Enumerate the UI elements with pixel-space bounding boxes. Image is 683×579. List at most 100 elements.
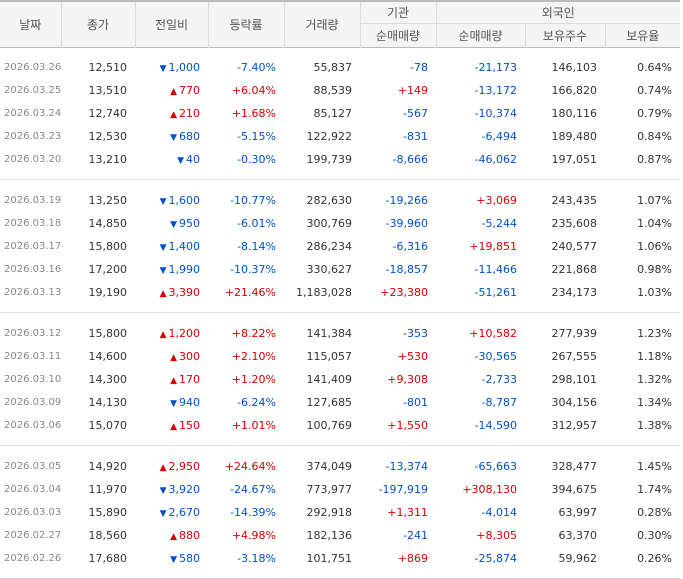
header-volume: 거래량: [283, 1, 360, 48]
close-cell: 14,850: [88, 217, 128, 230]
rate-cell: +8.22%: [231, 327, 276, 340]
ownership-cell: 0.30%: [637, 529, 673, 542]
holdings-cell: 189,480: [551, 130, 598, 143]
foreign-net-cell: -30,565: [474, 350, 517, 363]
group-divider: [0, 445, 681, 447]
ownership-cell: 1.03%: [637, 286, 673, 299]
change-cell: ▲ 880: [135, 524, 208, 547]
inst-net-cell: -241: [403, 529, 428, 542]
close-cell: 14,920: [88, 460, 128, 473]
volume-cell: 773,977: [306, 483, 353, 496]
header-ownership: 보유율: [604, 23, 681, 48]
header-holdings: 보유주수: [524, 23, 605, 48]
holdings-cell: 59,962: [558, 552, 598, 565]
volume-cell: 127,685: [306, 396, 353, 409]
close-cell: 13,250: [88, 194, 128, 207]
volume-cell: 300,769: [306, 217, 353, 230]
change-cell: ▲ 2,950: [135, 455, 208, 478]
inst-net-cell: -13,374: [385, 460, 428, 473]
change-cell: ▲ 1,200: [135, 322, 208, 345]
holdings-cell: 277,939: [551, 327, 598, 340]
change-cell: ▼ 580: [135, 547, 208, 570]
down-arrow-icon: ▼: [159, 486, 167, 496]
change-cell: ▲ 300: [135, 345, 208, 368]
date-cell: 2026.03.26: [4, 62, 62, 73]
inst-net-cell: -18,857: [385, 263, 428, 276]
ownership-cell: 0.87%: [637, 153, 673, 166]
close-cell: 14,130: [88, 396, 128, 409]
change-cell: ▼ 3,920: [135, 478, 208, 501]
down-arrow-icon: ▼: [159, 266, 167, 276]
up-arrow-icon: ▲: [170, 110, 177, 120]
close-cell: 15,800: [88, 240, 128, 253]
change-cell: ▼ 940: [135, 391, 208, 414]
date-cell: 2026.03.06: [4, 420, 62, 431]
rate-cell: -7.40%: [237, 61, 276, 74]
ownership-cell: 1.74%: [637, 483, 673, 496]
inst-net-cell: -353: [403, 327, 428, 340]
date-cell: 2026.03.25: [4, 85, 62, 96]
group-spacer: [0, 48, 680, 57]
change-value: 300: [179, 350, 200, 363]
header-change: 전일비: [134, 1, 208, 48]
ownership-cell: 1.23%: [637, 327, 673, 340]
ownership-cell: 0.64%: [637, 61, 673, 74]
inst-net-cell: -8,666: [392, 153, 428, 166]
date-cell: 2026.03.12: [4, 328, 62, 339]
divider-cell: [0, 445, 681, 447]
spacer-cell: [0, 570, 681, 579]
date-cell: 2026.03.10: [4, 374, 62, 385]
rate-cell: +6.04%: [231, 84, 276, 97]
down-arrow-icon: ▼: [170, 220, 177, 230]
foreign-net-cell: -25,874: [474, 552, 517, 565]
down-arrow-icon: ▼: [170, 555, 177, 565]
change-cell: ▼ 950: [135, 212, 208, 235]
group-divider: [0, 312, 681, 314]
rate-cell: +1.01%: [231, 419, 276, 432]
table-row: 2026.03.06 15,070 ▲ 150 +1.01% 100,769 +1,550 -…: [0, 414, 680, 437]
header-institution: 기관: [359, 1, 436, 24]
change-value: 770: [179, 84, 200, 97]
change-value: 2,670: [168, 506, 201, 519]
date-cell: 2026.03.04: [4, 484, 62, 495]
inst-net-cell: -78: [410, 61, 428, 74]
up-arrow-icon: ▲: [170, 87, 177, 97]
close-cell: 17,680: [88, 552, 128, 565]
up-arrow-icon: ▲: [170, 353, 177, 363]
inst-net-cell: +9,308: [387, 373, 428, 386]
rate-cell: +1.68%: [231, 107, 276, 120]
table-row: 2026.03.23 12,530 ▼ 680 -5.15% 122,922 -831 -6,…: [0, 125, 680, 148]
group-spacer: [0, 171, 680, 180]
up-arrow-icon: ▲: [159, 463, 167, 473]
down-arrow-icon: ▼: [159, 64, 167, 74]
rate-cell: +4.98%: [231, 529, 276, 542]
rate-cell: -8.14%: [237, 240, 276, 253]
change-value: 150: [179, 419, 200, 432]
rate-cell: -3.18%: [237, 552, 276, 565]
holdings-cell: 328,477: [551, 460, 598, 473]
change-cell: ▼ 680: [135, 125, 208, 148]
volume-cell: 100,769: [306, 419, 353, 432]
header-foreign-net: 순매매량: [435, 23, 525, 48]
foreign-net-cell: -51,261: [474, 286, 517, 299]
change-value: 880: [179, 529, 200, 542]
holdings-cell: 63,370: [558, 529, 598, 542]
foreign-net-cell: -10,374: [474, 107, 517, 120]
holdings-cell: 146,103: [551, 61, 598, 74]
up-arrow-icon: ▲: [170, 376, 177, 386]
change-value: 680: [179, 130, 200, 143]
foreign-net-cell: +8,305: [476, 529, 517, 542]
volume-cell: 88,539: [313, 84, 353, 97]
table-row: 2026.03.04 11,970 ▼ 3,920 -24.67% 773,977 -197…: [0, 478, 680, 501]
close-cell: 17,200: [88, 263, 128, 276]
close-cell: 14,300: [88, 373, 128, 386]
date-cell: 2026.02.26: [4, 553, 62, 564]
header-rate: 등락률: [207, 1, 284, 48]
foreign-net-cell: -65,663: [474, 460, 517, 473]
down-arrow-icon: ▼: [170, 133, 177, 143]
holdings-cell: 312,957: [551, 419, 598, 432]
ownership-cell: 1.34%: [637, 396, 673, 409]
holdings-cell: 298,101: [551, 373, 598, 386]
ownership-cell: 1.18%: [637, 350, 673, 363]
down-arrow-icon: ▼: [159, 509, 167, 519]
